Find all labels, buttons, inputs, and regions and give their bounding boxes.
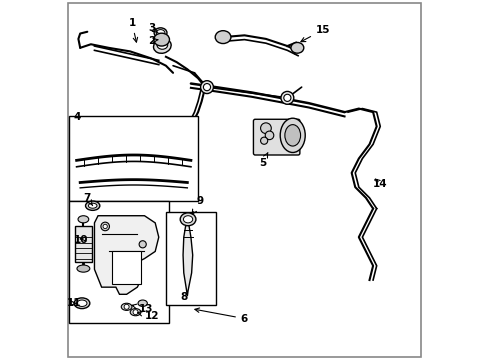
Ellipse shape (180, 213, 196, 226)
Ellipse shape (153, 33, 169, 46)
Polygon shape (94, 216, 159, 294)
Ellipse shape (130, 309, 141, 316)
Ellipse shape (154, 28, 166, 38)
Circle shape (260, 123, 271, 134)
Circle shape (103, 224, 107, 229)
Circle shape (264, 131, 273, 140)
Ellipse shape (77, 265, 90, 272)
Ellipse shape (280, 118, 305, 153)
Text: 12: 12 (138, 311, 159, 321)
Text: 5: 5 (258, 153, 267, 168)
Circle shape (124, 304, 129, 309)
Text: 13: 13 (132, 303, 153, 314)
Circle shape (101, 222, 109, 231)
Ellipse shape (157, 41, 167, 49)
Ellipse shape (85, 201, 100, 210)
Circle shape (200, 81, 213, 94)
Text: 8: 8 (180, 292, 187, 302)
Circle shape (133, 310, 138, 315)
Ellipse shape (78, 216, 88, 223)
Text: 10: 10 (74, 234, 88, 244)
Ellipse shape (77, 300, 87, 306)
Text: 6: 6 (195, 308, 247, 324)
Ellipse shape (74, 298, 90, 309)
Text: 14: 14 (372, 179, 387, 189)
Text: 2: 2 (148, 36, 158, 46)
Bar (112, 251, 141, 284)
Bar (75, 226, 92, 262)
Text: 9: 9 (192, 197, 203, 214)
Bar (69, 202, 169, 323)
Text: 15: 15 (300, 25, 330, 42)
Text: 4: 4 (74, 112, 81, 122)
Ellipse shape (285, 125, 300, 146)
Text: 7: 7 (83, 193, 92, 206)
Ellipse shape (290, 42, 303, 53)
FancyBboxPatch shape (253, 119, 299, 155)
Text: 11: 11 (66, 298, 81, 308)
Circle shape (203, 84, 210, 91)
Bar (165, 212, 216, 305)
Circle shape (283, 94, 290, 102)
Ellipse shape (183, 216, 192, 223)
Polygon shape (183, 221, 192, 296)
Ellipse shape (156, 30, 164, 36)
Ellipse shape (153, 39, 171, 53)
Text: 3: 3 (148, 23, 158, 33)
Circle shape (260, 137, 267, 144)
Ellipse shape (215, 31, 230, 44)
Circle shape (281, 91, 293, 104)
Text: 1: 1 (128, 18, 137, 42)
Ellipse shape (88, 203, 97, 208)
Circle shape (139, 241, 146, 248)
Ellipse shape (138, 300, 147, 306)
Ellipse shape (121, 303, 132, 310)
Bar (69, 116, 198, 202)
